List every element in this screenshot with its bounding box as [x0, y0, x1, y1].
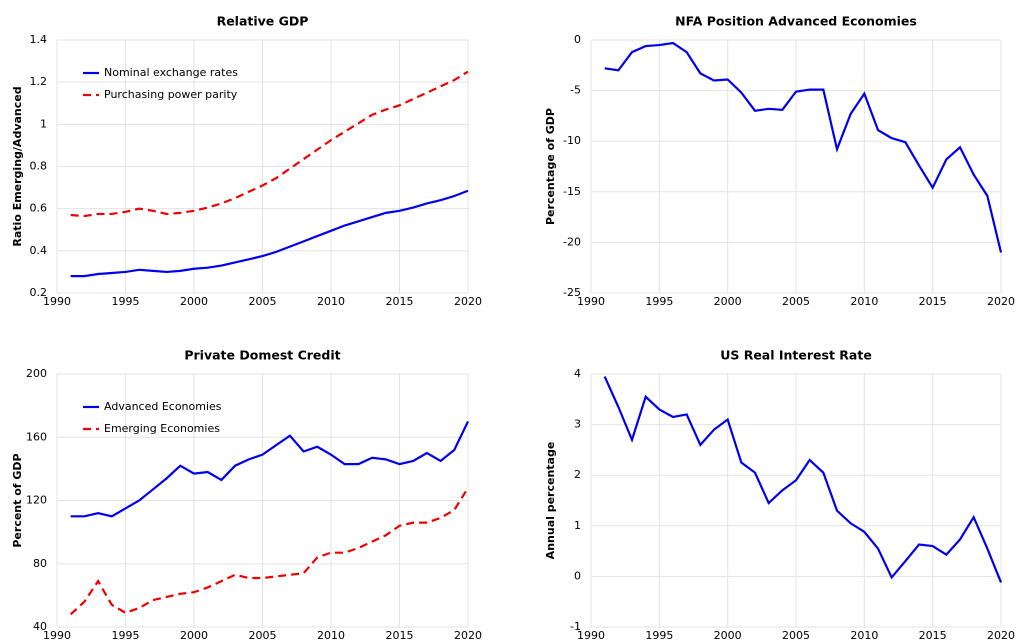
y-tick-label: 0.2 — [30, 286, 48, 299]
x-tick-label: 2000 — [180, 629, 208, 642]
x-tick-label: 2000 — [714, 295, 742, 308]
chart-panel: 40 80 120 160 200 1990 1995 2000 2005 2010 2015 202… — [11, 348, 482, 642]
x-tick-label: 1990 — [43, 295, 71, 308]
y-axis-label: Percent of GDP — [11, 453, 24, 547]
x-tick-label: 1995 — [112, 295, 140, 308]
chart-panel: -25 -20 -15 -10 -5 0 1990 1995 2000 2005 2010 2015 2… — [544, 14, 1015, 309]
legend-label: Nominal exchange rates — [104, 66, 238, 79]
legend-label: Purchasing power parity — [104, 88, 238, 101]
y-tick-label: 1 — [574, 519, 581, 532]
y-tick-label: 4 — [574, 367, 581, 380]
y-tick-label: 40 — [33, 620, 47, 633]
y-axis-label: Percentage of GDP — [544, 108, 557, 225]
y-tick-label: -15 — [563, 185, 581, 198]
y-tick-label: 120 — [26, 494, 47, 507]
x-tick-label: 1995 — [645, 629, 673, 642]
y-tick-label: -5 — [570, 84, 581, 97]
chart-title: Relative GDP — [217, 14, 309, 29]
x-tick-label: 2010 — [317, 295, 345, 308]
y-tick-label: 0.8 — [30, 160, 48, 173]
x-tick-label: 2005 — [782, 629, 810, 642]
y-tick-label: 200 — [26, 367, 47, 380]
x-tick-label: 2000 — [180, 295, 208, 308]
x-tick-label: 2015 — [919, 295, 947, 308]
y-tick-label: 0.4 — [30, 244, 48, 257]
x-tick-label: 2005 — [249, 629, 277, 642]
y-tick-label: -1 — [570, 620, 581, 633]
x-tick-label: 2010 — [850, 629, 878, 642]
y-tick-label: 1.2 — [30, 75, 48, 88]
x-tick-label: 1995 — [112, 629, 140, 642]
x-tick-label: 2005 — [782, 295, 810, 308]
y-tick-label: -10 — [563, 134, 581, 147]
y-tick-label: 1 — [40, 117, 47, 130]
data-line — [604, 41, 1003, 253]
x-tick-label: 2000 — [714, 629, 742, 642]
x-tick-label: 1995 — [645, 295, 673, 308]
x-tick-label: 2010 — [850, 295, 878, 308]
x-tick-label: 2005 — [249, 295, 277, 308]
chart-title: Private Domest Credit — [184, 348, 340, 363]
x-tick-label: 2020 — [987, 295, 1015, 308]
y-tick-label: -20 — [563, 235, 581, 248]
legend-label: Emerging Economies — [104, 422, 220, 435]
y-tick-label: 3 — [574, 418, 581, 431]
y-tick-label: 160 — [26, 430, 47, 443]
y-tick-label: 0 — [574, 33, 581, 46]
y-tick-label: 0.6 — [30, 202, 48, 215]
chart-title: NFA Position Advanced Economies — [675, 14, 917, 29]
x-tick-label: 2020 — [454, 295, 482, 308]
chart-panel: 0.2 0.4 0.6 0.8 1 1.2 1.4 1990 1995 2000 2005 2010 2… — [11, 14, 482, 309]
y-tick-label: 1.4 — [30, 33, 48, 46]
x-tick-label: 2020 — [454, 629, 482, 642]
x-tick-label: 1990 — [43, 629, 71, 642]
data-line — [70, 189, 469, 278]
legend-label: Advanced Economies — [104, 400, 222, 413]
x-tick-label: 2015 — [919, 629, 947, 642]
x-tick-label: 1990 — [577, 629, 605, 642]
data-line — [70, 70, 469, 218]
x-tick-label: 2020 — [987, 629, 1015, 642]
y-tick-label: 2 — [574, 468, 581, 481]
x-tick-label: 2010 — [317, 629, 345, 642]
chart-title: US Real Interest Rate — [720, 348, 872, 363]
y-tick-label: -25 — [563, 286, 581, 299]
x-tick-label: 2015 — [386, 295, 414, 308]
data-line — [70, 420, 469, 518]
y-tick-label: 0 — [574, 569, 581, 582]
data-line — [69, 487, 469, 616]
y-axis-label: Ratio Emerging/Advanced — [11, 86, 24, 246]
data-line — [603, 376, 1003, 583]
x-tick-label: 1990 — [577, 295, 605, 308]
y-tick-label: 80 — [33, 557, 47, 570]
x-tick-label: 2015 — [386, 629, 414, 642]
y-axis-label: Annual percentage — [544, 442, 557, 560]
chart-panel: -1 0 1 2 3 4 1990 1995 2000 2005 2010 2015 2020 US Re… — [544, 348, 1015, 642]
